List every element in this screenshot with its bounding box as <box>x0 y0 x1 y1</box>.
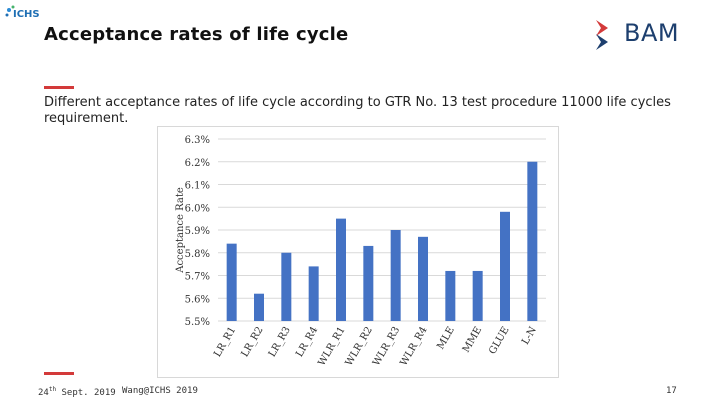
y-tick-label: 5.5% <box>185 317 210 328</box>
bar <box>390 230 401 321</box>
x-tick-label: WLR_R4 <box>398 325 429 368</box>
accent-line-top <box>44 86 74 89</box>
footer-date: 24th Sept. 2019 <box>38 386 116 398</box>
y-tick-label: 5.6% <box>185 294 210 305</box>
x-tick-label: WLR_R1 <box>316 325 347 368</box>
page-number: 17 <box>666 386 677 396</box>
x-tick-label: GLUE <box>487 325 511 356</box>
ichs-logo: ICHS <box>4 4 42 26</box>
x-tick-label: L-N <box>520 325 539 347</box>
bar <box>363 245 374 321</box>
x-tick-label: LR_R4 <box>294 325 320 359</box>
ichs-logo-icon <box>5 5 15 17</box>
bam-logo-text: BAM <box>624 19 680 47</box>
x-tick-label: LR_R1 <box>212 325 238 359</box>
y-tick-label: 5.7% <box>185 272 210 283</box>
y-tick-label: 5.9% <box>185 226 210 237</box>
ichs-logo-text: ICHS <box>13 9 40 20</box>
y-tick-label: 6.3% <box>185 135 210 146</box>
bar-chart: 5.5% 5.6% 5.7% 5.8% 5.9% 6.0% 6.1% 6.2% 6.3% Acce… <box>175 135 546 368</box>
bam-logo-icon <box>596 20 608 50</box>
bar <box>336 218 346 321</box>
y-tick-label: 5.8% <box>185 249 210 260</box>
bar <box>445 270 456 321</box>
x-tick-label: MLE <box>435 325 457 351</box>
bar <box>254 293 264 321</box>
bar <box>472 270 483 321</box>
bar <box>308 266 319 321</box>
x-tick-label: WLR_R3 <box>371 325 402 368</box>
bar <box>527 161 538 321</box>
bar <box>418 236 428 321</box>
y-axis-label: Acceptance Rate <box>175 187 186 274</box>
subtitle: Different acceptance rates of life cycle… <box>44 95 671 126</box>
footer-author: Wang@ICHS 2019 <box>122 386 198 396</box>
footer-date-rest: Sept. 2019 <box>56 388 116 398</box>
y-tick-label: 6.0% <box>185 203 210 214</box>
y-tick-label: 6.2% <box>185 158 210 169</box>
footer-date-day: 24 <box>38 388 49 398</box>
footer-date-suffix: th <box>48 386 57 393</box>
x-tick-label: LR_R3 <box>267 325 293 359</box>
bam-logo <box>594 18 684 52</box>
bar <box>226 243 237 321</box>
x-tick-label: WLR_R2 <box>344 325 375 368</box>
chart-container: 5.5% 5.6% 5.7% 5.8% 5.9% 6.0% 6.1% 6.2% 6.3% Acce… <box>157 126 559 378</box>
page-title: Acceptance rates of life cycle <box>44 24 349 45</box>
bar <box>281 252 292 321</box>
x-tick-label: MME <box>461 325 484 355</box>
y-tick-label: 6.1% <box>185 181 210 192</box>
x-tick-label: LR_R2 <box>240 325 266 359</box>
accent-line-bottom <box>44 372 74 375</box>
bar <box>500 211 510 321</box>
